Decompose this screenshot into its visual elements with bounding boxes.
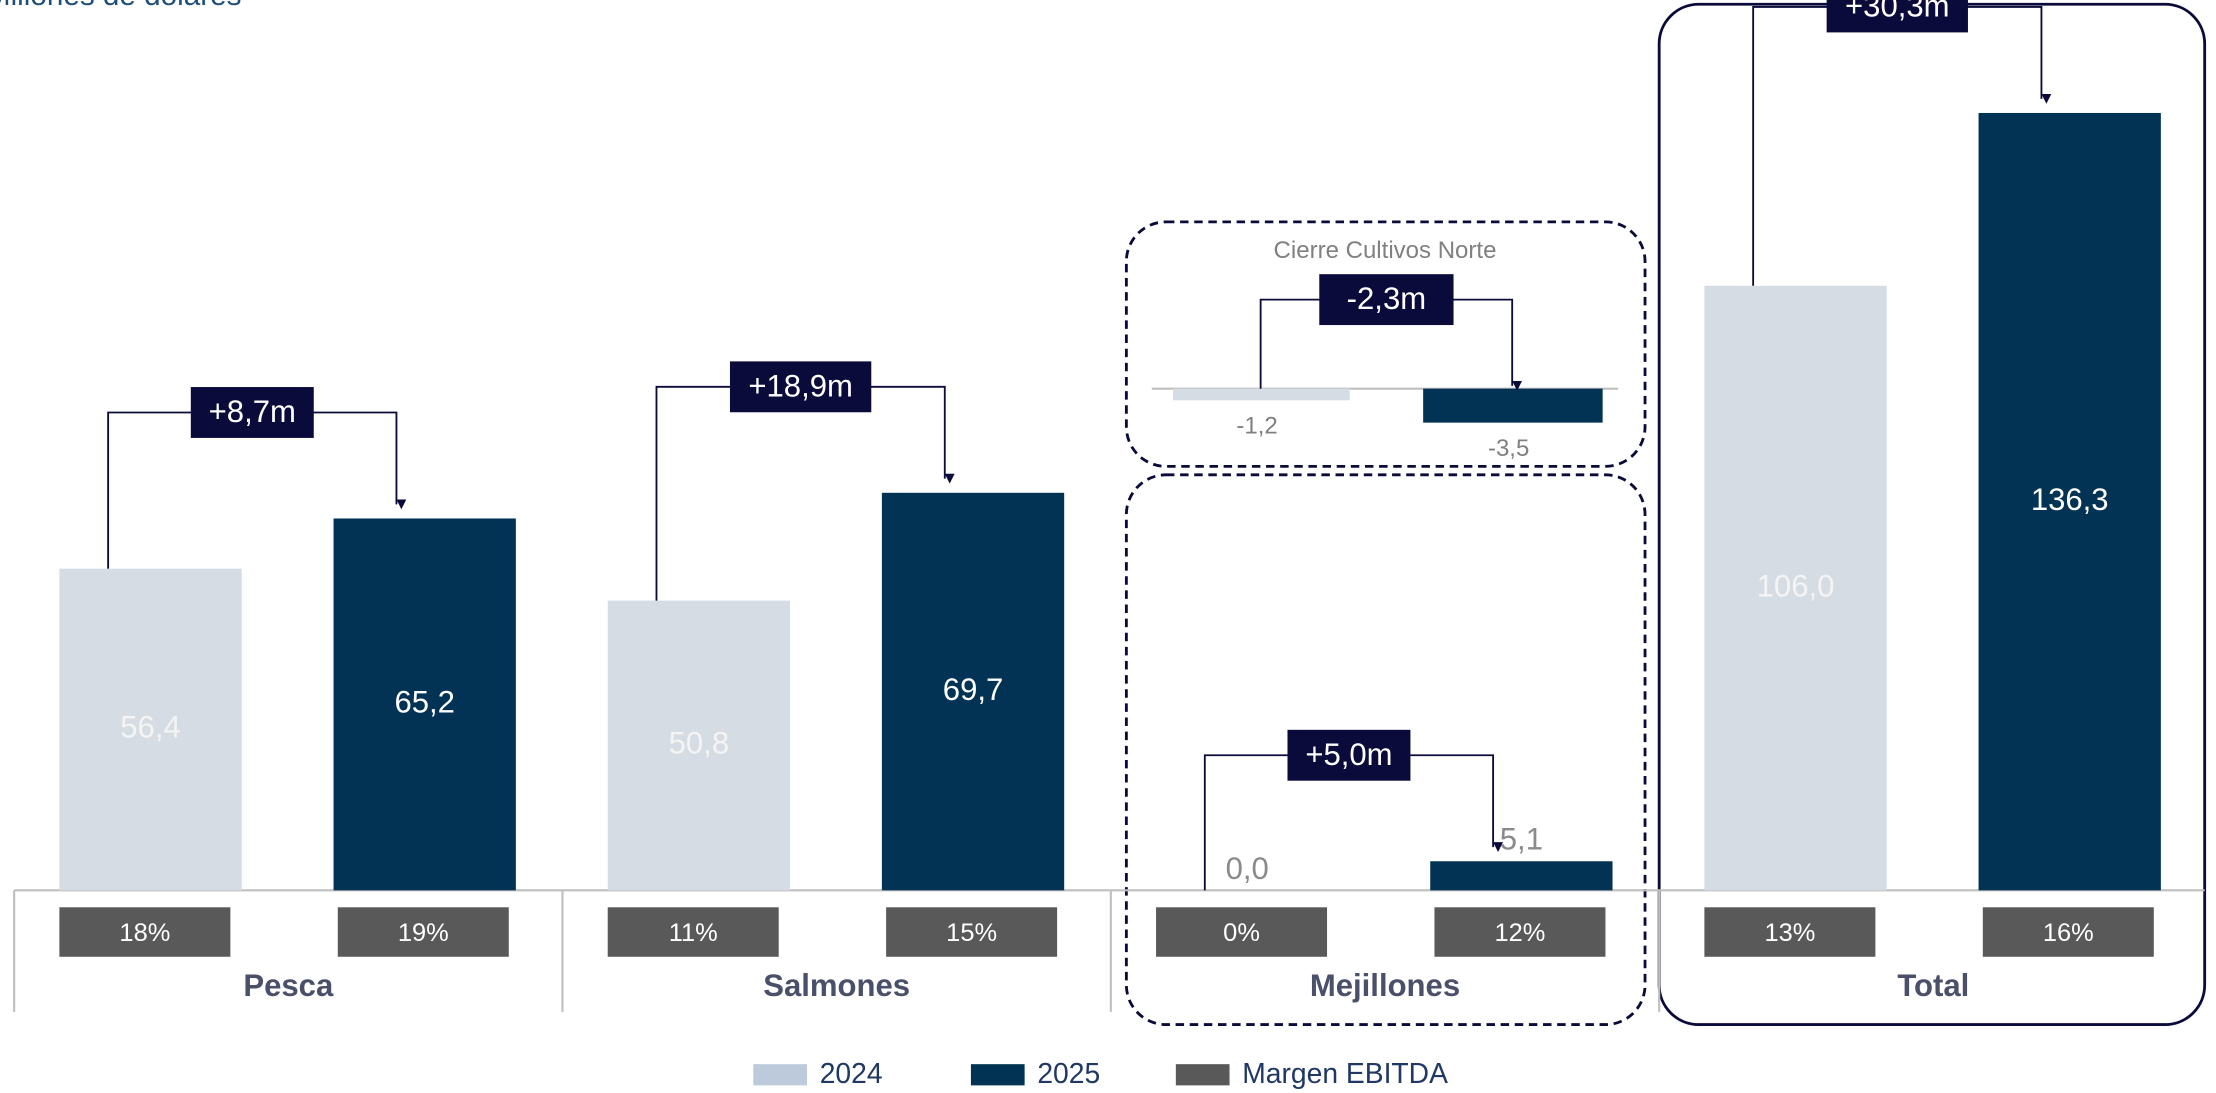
value-label: 65,2 [394,685,454,720]
value-label: 56,4 [120,710,180,745]
delta-box [1319,274,1454,326]
bar [1704,285,1887,891]
value-label: 136,3 [2031,482,2109,517]
legend-swatch [970,1064,1025,1086]
delta-label: -2,3m [1347,281,1426,316]
margin-label: 19% [398,919,449,947]
margin-label: 11% [669,919,718,947]
category-label: Total [1897,968,1969,1003]
inset-bar [1423,388,1603,423]
delta-label: +30,3m [1845,0,1950,24]
margin-box [1434,907,1606,957]
inset-bar [1173,388,1350,401]
bar [59,568,242,891]
delta-label: +8,7m [209,394,296,429]
inset-value-label: -3,5 [1488,435,1529,462]
bar [333,518,516,891]
delta-box [1287,729,1411,781]
margin-box [607,907,779,957]
margin-label: 18% [119,919,170,947]
value-label: 69,7 [943,672,1004,707]
legend-label: 2024 [820,1057,883,1089]
margin-label: 15% [946,919,997,947]
value-label: 106,0 [1757,568,1835,603]
value-label: 0,0 [1226,851,1269,886]
margin-box [886,907,1058,957]
delta-box [729,361,872,413]
delta-box [1826,0,1968,33]
legend-label: Margen EBITDA [1242,1057,1448,1089]
margin-box [337,907,509,957]
legend-swatch [1175,1064,1230,1086]
margin-box [59,907,231,957]
inset-title: Cierre Cultivos Norte [1274,237,1497,264]
inset-value-label: -1,2 [1236,412,1277,439]
legend-label: 2025 [1037,1057,1100,1089]
legend-swatch [753,1064,807,1086]
margin-box [1704,907,1876,957]
category-label: Pesca [243,968,334,1003]
category-label: Salmones [763,968,910,1003]
value-label: 50,8 [669,726,730,761]
margin-label: 13% [1764,919,1815,947]
value-label: 5,1 [1500,822,1543,857]
margin-box [1982,907,2154,957]
margin-label: 12% [1495,919,1546,947]
inset-frame [1124,220,1647,468]
category-label: Mejillones [1310,968,1460,1003]
delta-label: +5,0m [1305,737,1392,772]
delta-box [190,387,314,438]
margin-label: 0% [1223,919,1260,947]
margin-label: 16% [2043,919,2094,947]
delta-label: +18,9m [748,368,853,403]
subtitle: Millones de dólares [0,0,241,12]
margin-box [1156,907,1328,957]
bar [881,492,1065,891]
bar [1430,861,1613,891]
focus-frame [1124,473,1647,1027]
bar [1978,112,2161,891]
bar [607,600,791,891]
